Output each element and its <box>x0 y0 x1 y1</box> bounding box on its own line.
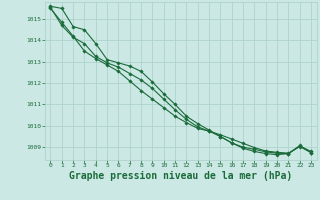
X-axis label: Graphe pression niveau de la mer (hPa): Graphe pression niveau de la mer (hPa) <box>69 171 292 181</box>
